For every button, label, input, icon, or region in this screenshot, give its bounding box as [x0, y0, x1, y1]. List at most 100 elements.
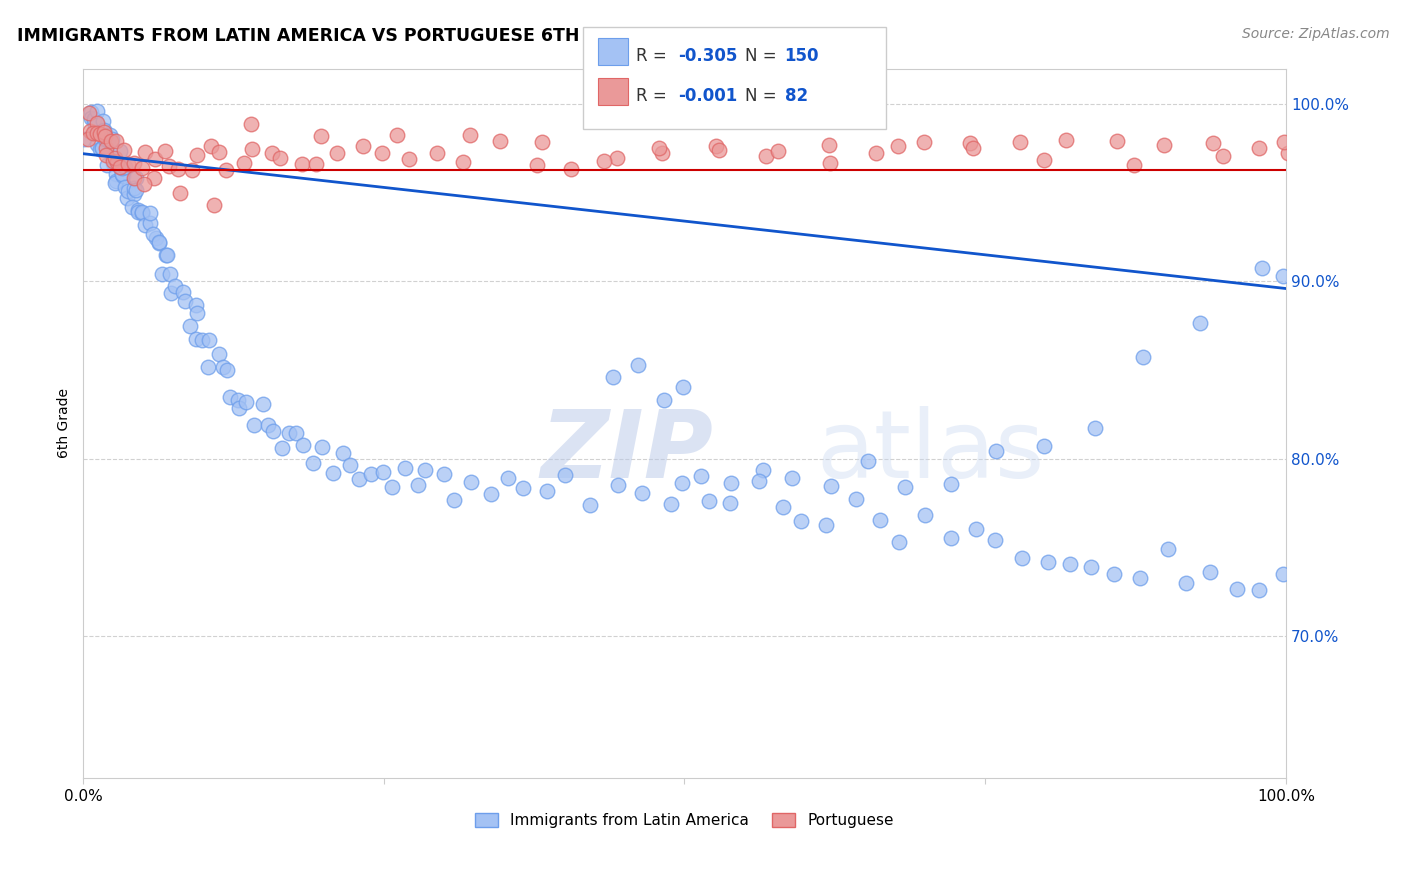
Point	[894, 480, 917, 494]
Point	[134, 219, 156, 233]
Point	[114, 160, 136, 174]
Point	[232, 155, 254, 169]
Point	[1084, 421, 1107, 435]
Point	[142, 171, 165, 186]
Point	[260, 145, 283, 160]
Point	[1226, 582, 1249, 597]
Point	[86, 136, 108, 151]
Point	[652, 392, 675, 407]
Point	[131, 206, 153, 220]
Text: 82: 82	[785, 87, 807, 105]
Point	[560, 162, 582, 177]
Point	[413, 463, 436, 477]
Point	[96, 158, 118, 172]
Point	[451, 154, 474, 169]
Point	[122, 187, 145, 202]
Point	[105, 154, 128, 169]
Point	[914, 508, 936, 522]
Y-axis label: 6th Grade: 6th Grade	[58, 388, 72, 458]
Point	[100, 134, 122, 148]
Point	[122, 181, 145, 195]
Text: 150: 150	[785, 47, 820, 65]
Point	[1123, 158, 1146, 172]
Point	[191, 333, 214, 347]
Point	[1080, 559, 1102, 574]
Point	[97, 133, 120, 147]
Point	[326, 146, 349, 161]
Point	[86, 104, 108, 119]
Point	[720, 476, 742, 491]
Point	[360, 467, 382, 482]
Point	[270, 441, 292, 455]
Point	[155, 248, 177, 262]
Point	[108, 160, 131, 174]
Point	[780, 471, 803, 485]
Point	[311, 440, 333, 454]
Point	[252, 397, 274, 411]
Point	[718, 496, 741, 510]
Point	[530, 135, 553, 149]
Point	[208, 145, 231, 159]
Point	[91, 141, 114, 155]
Point	[159, 267, 181, 281]
Point	[96, 148, 118, 162]
Point	[117, 191, 139, 205]
Point	[322, 466, 344, 480]
Point	[1199, 565, 1222, 579]
Point	[339, 458, 361, 472]
Point	[93, 124, 115, 138]
Point	[460, 475, 482, 489]
Text: R =: R =	[636, 47, 672, 65]
Point	[1132, 350, 1154, 364]
Point	[536, 483, 558, 498]
Point	[131, 161, 153, 176]
Point	[84, 120, 107, 135]
Text: -0.305: -0.305	[678, 47, 737, 65]
Point	[83, 113, 105, 128]
Point	[352, 139, 374, 153]
Point	[153, 144, 176, 158]
Point	[748, 475, 770, 489]
Point	[134, 145, 156, 160]
Point	[218, 390, 240, 404]
Point	[291, 157, 314, 171]
Point	[242, 418, 264, 433]
Point	[117, 184, 139, 198]
Point	[1250, 260, 1272, 275]
Point	[1247, 141, 1270, 155]
Point	[443, 492, 465, 507]
Point	[125, 170, 148, 185]
Point	[1272, 566, 1295, 581]
Point	[197, 359, 219, 374]
Point	[659, 497, 682, 511]
Point	[150, 267, 173, 281]
Point	[94, 141, 117, 155]
Point	[554, 467, 576, 482]
Point	[122, 170, 145, 185]
Point	[1059, 557, 1081, 571]
Point	[89, 128, 111, 142]
Point	[371, 465, 394, 479]
Point	[671, 475, 693, 490]
Point	[94, 132, 117, 146]
Point	[108, 144, 131, 158]
Text: atlas: atlas	[817, 406, 1045, 498]
Point	[124, 183, 146, 197]
Point	[1008, 135, 1031, 149]
Point	[912, 135, 935, 149]
Point	[93, 125, 115, 139]
Point	[755, 149, 778, 163]
Point	[606, 151, 628, 165]
Point	[86, 116, 108, 130]
Point	[302, 456, 325, 470]
Point	[1157, 542, 1180, 557]
Point	[1212, 149, 1234, 163]
Point	[704, 139, 727, 153]
Point	[156, 248, 179, 262]
Point	[86, 126, 108, 140]
Point	[381, 480, 404, 494]
Point	[226, 392, 249, 407]
Point	[112, 143, 135, 157]
Point	[169, 186, 191, 200]
Point	[111, 167, 134, 181]
